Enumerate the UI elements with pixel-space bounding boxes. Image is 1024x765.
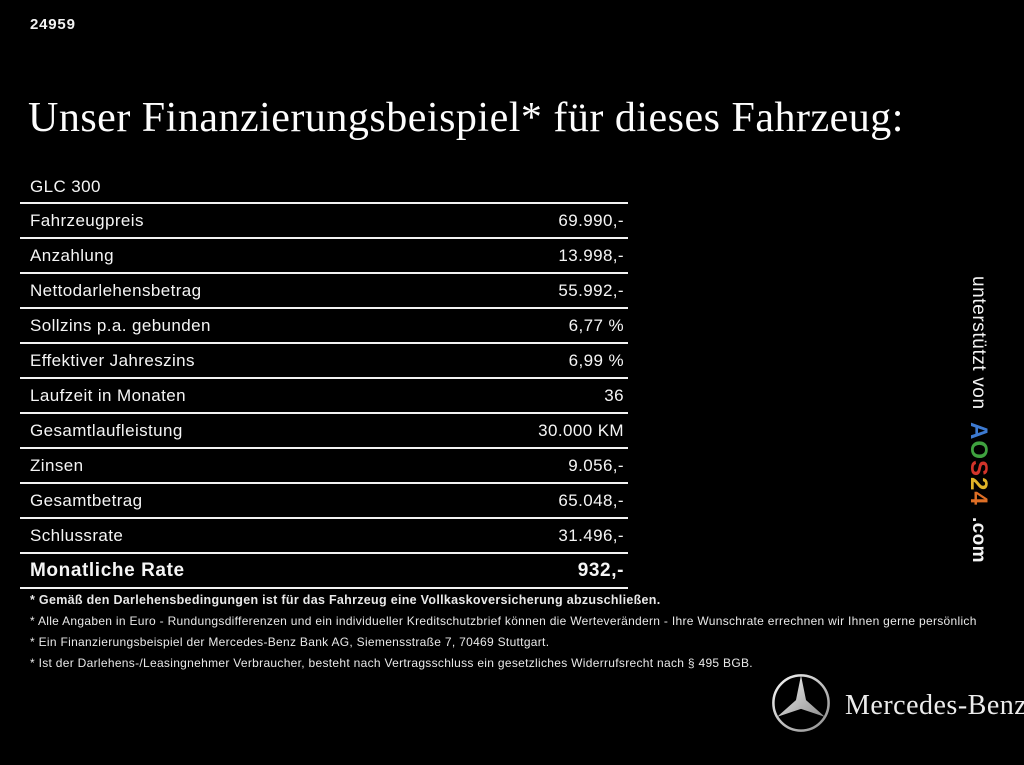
aos24-digit-4: 4 (965, 491, 992, 506)
table-row: Gesamtlaufleistung 30.000 KM (20, 414, 628, 449)
footnote-euro-rounding: * Alle Angaben in Euro - Rundungsdiffere… (30, 614, 977, 628)
row-value: 13.998,- (558, 245, 624, 265)
row-label: Sollzins p.a. gebunden (30, 315, 211, 335)
row-label: Monatliche Rate (30, 559, 185, 581)
aos24-logo: AOS24 (964, 422, 992, 506)
mercedes-brand-name: Mercedes-Benz (845, 689, 1024, 721)
row-label: Anzahlung (30, 245, 114, 265)
row-value: 932,- (577, 559, 624, 581)
row-label: Gesamtbetrag (30, 490, 143, 510)
table-row-model: GLC 300 (20, 172, 628, 204)
table-row: Gesamtbetrag 65.048,- (20, 484, 628, 519)
footnote-bank-address: * Ein Finanzierungsbeispiel der Mercedes… (30, 635, 550, 649)
row-value: 6,99 % (568, 350, 624, 370)
row-value: 69.990,- (558, 210, 624, 230)
supported-by-label: unterstützt von (968, 276, 989, 410)
footnotes-block: * Gemäß den Darlehensbedingungen ist für… (30, 594, 1005, 678)
row-label: Gesamtlaufleistung (30, 420, 183, 440)
row-value: 30.000 KM (538, 420, 624, 440)
footnote-insurance: * Gemäß den Darlehensbedingungen ist für… (30, 593, 661, 607)
row-label: Effektiver Jahreszins (30, 350, 195, 370)
row-label: Zinsen (30, 455, 84, 475)
vehicle-ref-number: 24959 (30, 16, 76, 33)
aos24-letter-s: S (965, 459, 992, 477)
aos24-letter-o: O (965, 439, 992, 460)
mercedes-star-icon (770, 672, 832, 739)
supported-by-watermark: unterstützt von AOS24 .com (964, 276, 992, 563)
footnote-withdrawal-right: * Ist der Darlehens-/Leasingnehmer Verbr… (30, 656, 753, 670)
row-value: 31.496,- (558, 525, 624, 545)
financing-table: GLC 300 Fahrzeugpreis 69.990,- Anzahlung… (20, 172, 628, 589)
row-label: Nettodarlehensbetrag (30, 280, 202, 300)
row-value: 65.048,- (558, 490, 624, 510)
table-row: Nettodarlehensbetrag 55.992,- (20, 274, 628, 309)
page-title: Unser Finanzierungsbeispiel* für dieses … (28, 95, 904, 142)
row-label: Fahrzeugpreis (30, 210, 144, 230)
table-row: Fahrzeugpreis 69.990,- (20, 204, 628, 239)
table-row: Zinsen 9.056,- (20, 449, 628, 484)
table-row: Anzahlung 13.998,- (20, 239, 628, 274)
row-value: 55.992,- (558, 280, 624, 300)
row-value: 36 (604, 385, 624, 405)
row-value: 6,77 % (568, 315, 624, 335)
aos24-digit-2: 2 (965, 476, 992, 492)
table-row: Laufzeit in Monaten 36 (20, 379, 628, 414)
table-row: Sollzins p.a. gebunden 6,77 % (20, 309, 628, 344)
row-label: Schlussrate (30, 525, 124, 545)
mercedes-footer: Mercedes-Benz (770, 672, 1024, 739)
aos24-letter-a: A (965, 421, 992, 440)
table-row: Schlussrate 31.496,- (20, 519, 628, 554)
table-row-monthly-rate: Monatliche Rate 932,- (20, 554, 628, 589)
aos24-domain-suffix: .com (968, 517, 989, 564)
table-row: Effektiver Jahreszins 6,99 % (20, 344, 628, 379)
model-name: GLC 300 (30, 177, 101, 196)
row-label: Laufzeit in Monaten (30, 385, 186, 405)
row-value: 9.056,- (568, 455, 624, 475)
